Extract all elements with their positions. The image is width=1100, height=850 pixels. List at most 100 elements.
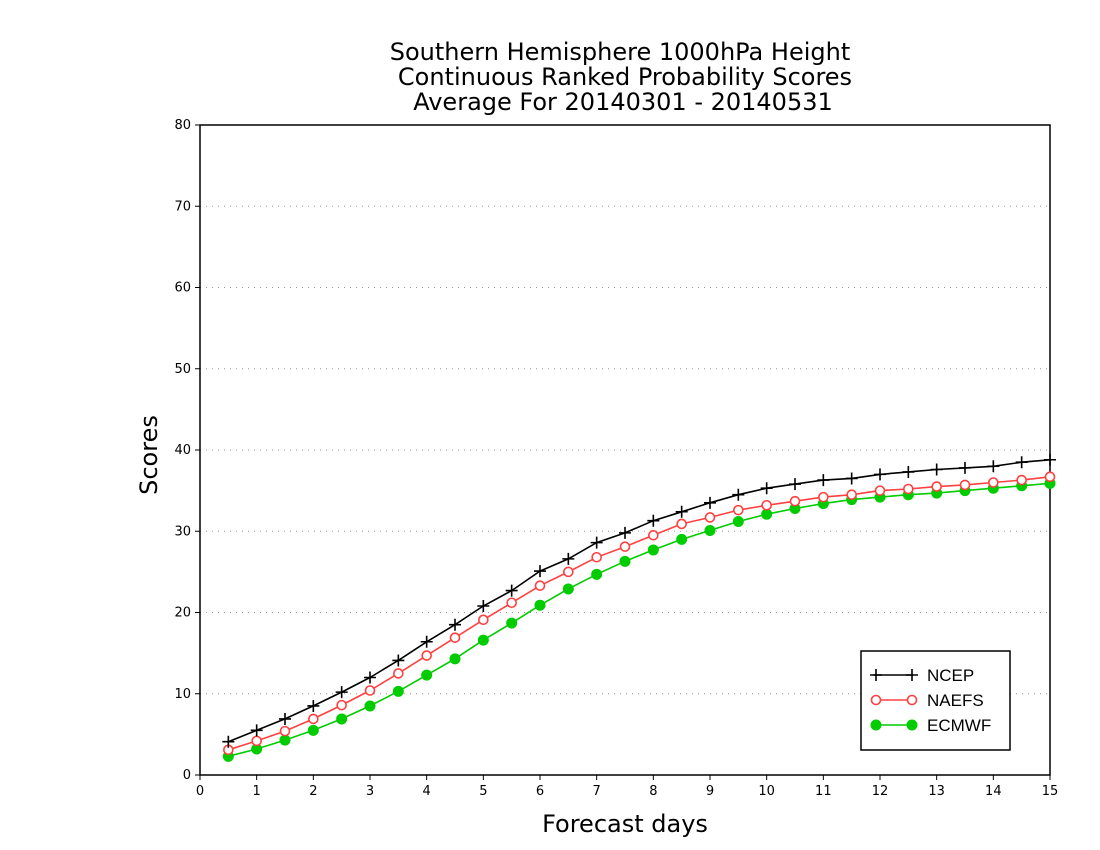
legend-naefs-end-point bbox=[906, 694, 918, 706]
naefs-series-point bbox=[931, 481, 942, 492]
naefs-series-point bbox=[676, 518, 687, 530]
naefs-series-point bbox=[1016, 474, 1027, 486]
naefs-series-point bbox=[251, 735, 262, 747]
ncep-series-point bbox=[1044, 453, 1056, 466]
naefs-series-point bbox=[393, 668, 404, 679]
x-tick-label: 5 bbox=[479, 784, 487, 799]
ncep-series-point bbox=[845, 472, 858, 485]
ecmwf-series-point bbox=[336, 713, 348, 725]
legend-naefs-start-point bbox=[870, 694, 882, 706]
ncep-series-point bbox=[760, 482, 773, 495]
title-line-2: Continuous Ranked Probability Scores bbox=[398, 63, 852, 91]
naefs-series-point bbox=[563, 566, 574, 578]
naefs-series-point bbox=[449, 632, 461, 643]
x-tick-label: 11 bbox=[815, 784, 832, 799]
legend-ecmwf-entry: ECMWF bbox=[870, 716, 991, 735]
y-tick-label: 0 bbox=[183, 768, 191, 783]
naefs-series-point bbox=[903, 483, 914, 495]
ncep-series-point bbox=[902, 465, 915, 478]
x-tick-label: 15 bbox=[1042, 784, 1059, 799]
naefs-series-point bbox=[988, 477, 999, 488]
ecmwf-series-point bbox=[591, 568, 603, 580]
x-axis: 0 1 2 3 4 5 6 7 8 9 10 11 12 13 14 15 bbox=[196, 775, 1058, 799]
chart-title: Southern Hemisphere 1000hPa Height Conti… bbox=[390, 38, 852, 116]
x-tick-label: 10 bbox=[758, 784, 775, 799]
y-tick-label: 20 bbox=[174, 606, 191, 621]
naefs-series-point bbox=[308, 713, 319, 725]
ncep-series-point bbox=[335, 686, 348, 699]
y-axis: 0 10 20 30 40 50 60 70 80 bbox=[174, 118, 200, 783]
x-tick-label: 14 bbox=[985, 784, 1002, 799]
ncep-series-point bbox=[279, 712, 291, 725]
ncep-series-point bbox=[420, 635, 433, 648]
naefs-series-point bbox=[818, 491, 829, 503]
ecmwf-series-point bbox=[761, 508, 773, 520]
ncep-series-point bbox=[562, 552, 575, 565]
ecmwf-series-point bbox=[506, 617, 518, 629]
y-tick-label: 70 bbox=[174, 199, 191, 214]
legend-naefs-entry: NAEFS bbox=[870, 691, 984, 710]
ecmwf-series-point bbox=[562, 583, 574, 595]
ecmwf-series-point bbox=[307, 724, 319, 736]
legend-ncep-label: NCEP bbox=[927, 666, 974, 685]
ecmwf-series-point bbox=[421, 669, 433, 681]
title-line-3: Average For 20140301 - 20140531 bbox=[413, 88, 833, 116]
ecmwf-series-point bbox=[279, 734, 291, 746]
ecmwf-series-point bbox=[647, 544, 659, 556]
ncep-series-point bbox=[250, 724, 263, 737]
naefs-series-point bbox=[506, 597, 517, 609]
ncep-series-point bbox=[534, 565, 546, 578]
naefs-series-point bbox=[336, 699, 347, 711]
legend-ncep-end-point bbox=[906, 669, 918, 681]
y-tick-label: 40 bbox=[174, 443, 191, 458]
naefs-series-point bbox=[591, 551, 602, 563]
ncep-series-point bbox=[987, 460, 1000, 473]
ncep-series-point bbox=[930, 463, 943, 476]
legend-ecmwf-start-point bbox=[870, 719, 882, 731]
x-tick-label: 3 bbox=[366, 784, 374, 799]
x-tick-label: 13 bbox=[928, 784, 945, 799]
y-tick-label: 50 bbox=[174, 362, 191, 377]
ncep-series-point bbox=[959, 461, 971, 474]
grid-lines bbox=[200, 205, 1050, 695]
legend-ecmwf-end-point bbox=[906, 719, 918, 731]
naefs-series-point bbox=[761, 499, 772, 511]
ncep-series-point bbox=[704, 496, 716, 509]
naefs-series-point bbox=[846, 489, 857, 500]
legend-ecmwf-label: ECMWF bbox=[927, 716, 991, 735]
ncep-series-point bbox=[590, 536, 603, 549]
ecmwf-series-point bbox=[449, 653, 461, 665]
title-line-1: Southern Hemisphere 1000hPa Height bbox=[390, 38, 850, 66]
legend-ncep-entry: NCEP bbox=[870, 666, 974, 685]
y-tick-label: 10 bbox=[174, 687, 191, 702]
legend-ncep-start-point bbox=[870, 669, 882, 681]
legend: NCEP NAEFS ECMWF bbox=[860, 650, 1011, 751]
y-tick-label: 60 bbox=[174, 281, 191, 296]
ncep-series-point bbox=[732, 488, 745, 501]
y-axis-label: Scores bbox=[135, 415, 163, 495]
naefs-series-point bbox=[364, 685, 376, 696]
ncep-series-point bbox=[307, 699, 320, 712]
ncep-series-point bbox=[477, 600, 490, 612]
naefs-series-point bbox=[478, 614, 489, 626]
x-tick-label: 6 bbox=[536, 784, 544, 799]
naefs-series-point bbox=[959, 479, 971, 491]
naefs-series-point bbox=[421, 650, 432, 661]
naefs-series-point bbox=[789, 495, 801, 507]
x-tick-label: 12 bbox=[872, 784, 889, 799]
x-tick-label: 7 bbox=[593, 784, 601, 799]
ncep-series-point bbox=[789, 478, 801, 491]
y-tick-label: 80 bbox=[174, 118, 191, 133]
naefs-series-point bbox=[648, 530, 659, 541]
naefs-series-point bbox=[874, 485, 886, 496]
ecmwf-series-point bbox=[392, 685, 404, 697]
ecmwf-series-point bbox=[619, 555, 631, 567]
naefs-series-point bbox=[733, 504, 744, 516]
ncep-series-point bbox=[874, 468, 886, 481]
ncep-series-point bbox=[647, 514, 660, 527]
legend-naefs-label: NAEFS bbox=[927, 691, 984, 710]
ncep-series-point bbox=[817, 474, 830, 487]
ncep-series-point bbox=[619, 526, 631, 539]
x-tick-label: 8 bbox=[649, 784, 657, 799]
